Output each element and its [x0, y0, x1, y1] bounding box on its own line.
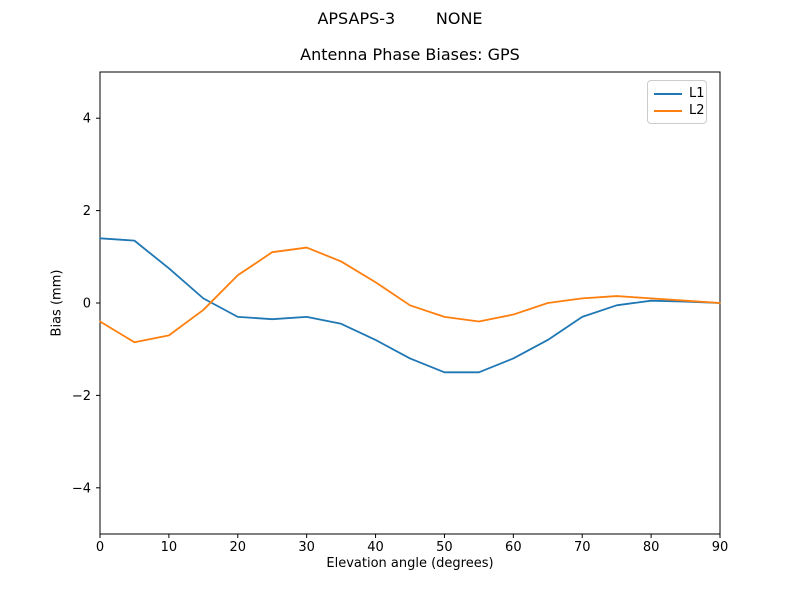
y-tick-label: −4	[72, 481, 91, 496]
figure-suptitle: APSAPS-3 NONE	[317, 9, 483, 28]
y-tick-label: 2	[83, 204, 91, 219]
plot-frame	[99, 71, 721, 535]
legend-entry-l2: L2	[654, 102, 705, 119]
x-tick-label: 40	[367, 540, 384, 555]
y-tick-label: 4	[83, 112, 91, 127]
legend-box: L1 L2	[647, 80, 707, 124]
legend-label-l1: L1	[689, 86, 705, 101]
series-line-l2	[99, 246, 721, 344]
x-tick-label: 50	[436, 540, 453, 555]
x-tick-label: 60	[505, 540, 522, 555]
legend-entry-l1: L1	[654, 85, 705, 102]
x-tick-label: 80	[643, 540, 660, 555]
legend-line-sample-l1	[654, 92, 682, 95]
x-tick-label: 20	[230, 540, 247, 555]
x-tick-label: 90	[712, 540, 729, 555]
axes-title: Antenna Phase Biases: GPS	[300, 45, 520, 64]
y-tick-label: 0	[83, 297, 91, 312]
series-line-l1	[99, 237, 721, 374]
x-tick-label: 10	[161, 540, 178, 555]
x-tick-label: 70	[574, 540, 591, 555]
x-axis-label: Elevation angle (degrees)	[326, 556, 494, 571]
y-tick-label: −2	[72, 389, 91, 404]
legend-label-l2: L2	[689, 103, 705, 118]
x-tick-label: 30	[298, 540, 315, 555]
y-axis-label: Bias (mm)	[49, 269, 65, 337]
x-tick-label: 0	[96, 540, 104, 555]
legend-line-sample-l2	[654, 109, 682, 112]
